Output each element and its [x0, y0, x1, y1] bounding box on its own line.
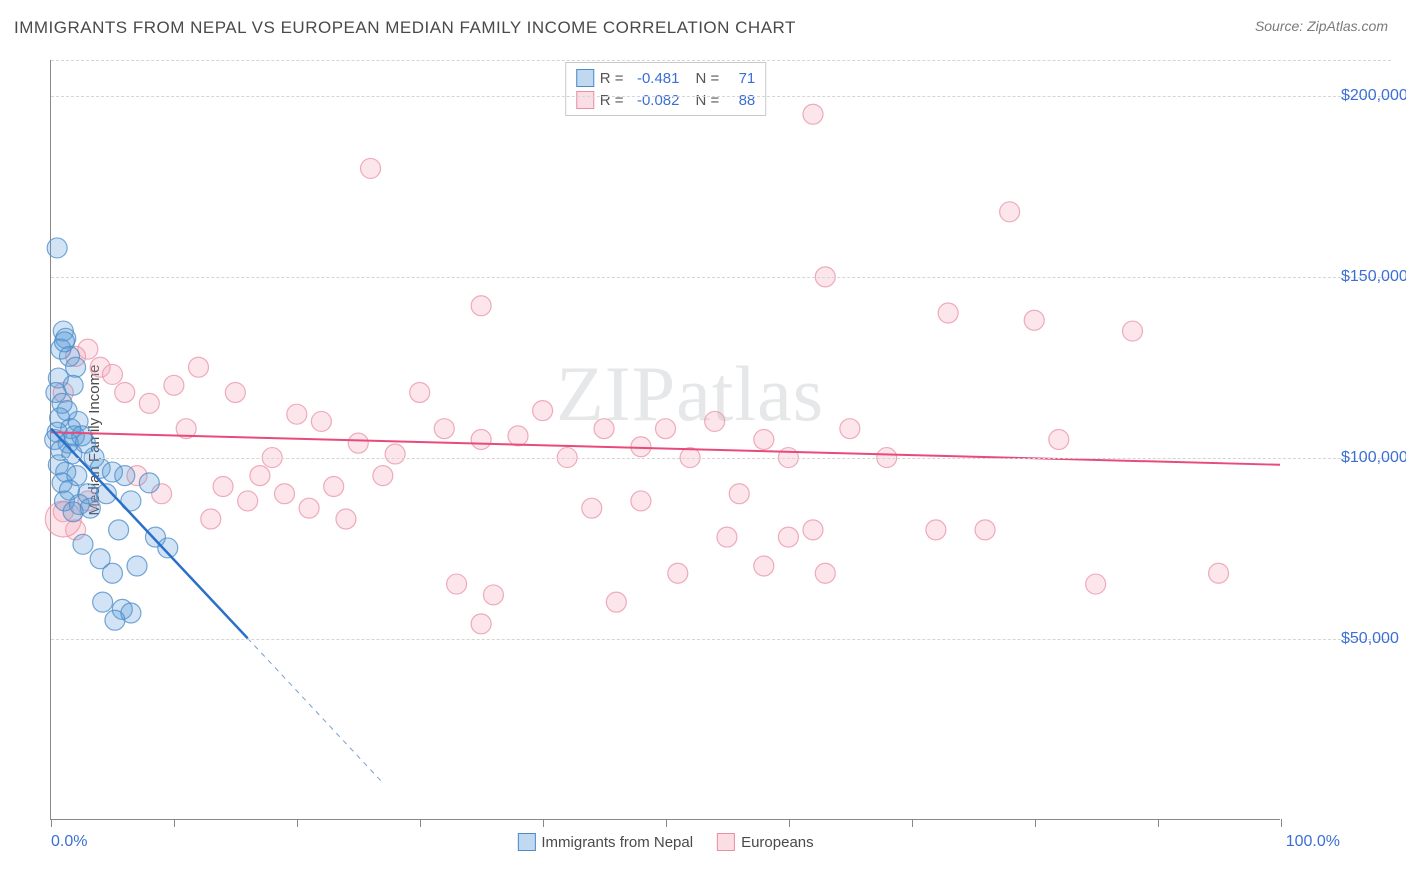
- xtick: [789, 819, 790, 827]
- legend-label-blue: Immigrants from Nepal: [541, 834, 693, 851]
- n-value-pink: 88: [725, 92, 755, 109]
- xaxis-max-label: 100.0%: [1286, 833, 1340, 851]
- gridline-h: [51, 639, 1391, 640]
- r-label: R =: [600, 92, 624, 109]
- legend-label-pink: Europeans: [741, 834, 814, 851]
- xtick: [1281, 819, 1282, 827]
- r-value-pink: -0.082: [630, 92, 680, 109]
- ytick-label: $150,000: [1341, 268, 1406, 286]
- bottom-legend: Immigrants from Nepal Europeans: [517, 833, 813, 851]
- xtick: [1158, 819, 1159, 827]
- legend-swatch-pink: [717, 833, 735, 851]
- r-value-blue: -0.481: [630, 70, 680, 87]
- swatch-pink: [576, 91, 594, 109]
- legend-item-blue: Immigrants from Nepal: [517, 833, 693, 851]
- xtick: [420, 819, 421, 827]
- source-attribution: Source: ZipAtlas.com: [1255, 18, 1388, 34]
- xtick: [51, 819, 52, 827]
- xtick: [297, 819, 298, 827]
- ytick-label: $100,000: [1341, 449, 1406, 467]
- scatter-plot-svg: [51, 60, 1280, 819]
- chart-title: IMMIGRANTS FROM NEPAL VS EUROPEAN MEDIAN…: [14, 18, 796, 38]
- ytick-label: $200,000: [1341, 87, 1406, 105]
- xtick: [666, 819, 667, 827]
- stats-row-blue: R = -0.481 N = 71: [576, 67, 756, 89]
- gridline-h: [51, 60, 1391, 61]
- gridline-h: [51, 458, 1391, 459]
- legend-item-pink: Europeans: [717, 833, 814, 851]
- gridline-h: [51, 277, 1391, 278]
- legend-swatch-blue: [517, 833, 535, 851]
- r-label: R =: [600, 70, 624, 87]
- n-label: N =: [696, 70, 720, 87]
- stats-legend-box: R = -0.481 N = 71 R = -0.082 N = 88: [565, 62, 767, 116]
- plot-area: Median Family Income ZIPatlas R = -0.481…: [50, 60, 1280, 820]
- swatch-blue: [576, 69, 594, 87]
- gridline-h: [51, 96, 1391, 97]
- ytick-label: $50,000: [1341, 630, 1399, 648]
- xtick: [912, 819, 913, 827]
- n-label: N =: [696, 92, 720, 109]
- xtick: [1035, 819, 1036, 827]
- stats-row-pink: R = -0.082 N = 88: [576, 89, 756, 111]
- xtick: [543, 819, 544, 827]
- xtick: [174, 819, 175, 827]
- xaxis-min-label: 0.0%: [51, 833, 87, 851]
- n-value-blue: 71: [725, 70, 755, 87]
